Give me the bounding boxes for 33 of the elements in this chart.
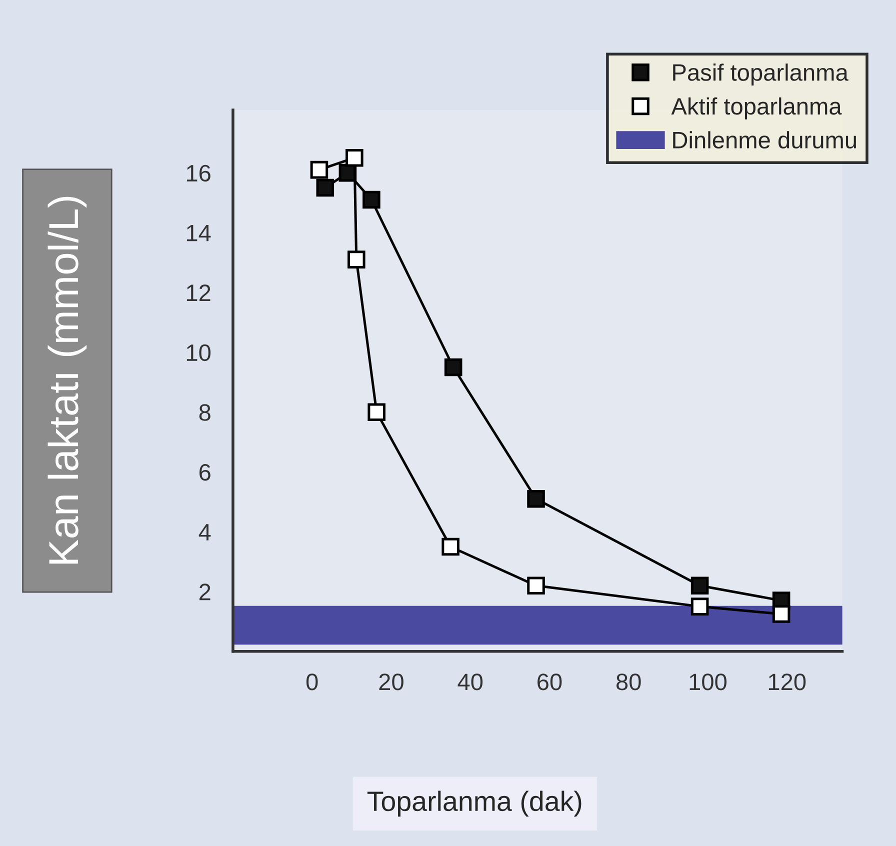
point xyxy=(690,598,709,616)
y-axis-title: Kan laktatı (mmol/L) xyxy=(48,196,87,564)
x-axis-title: Toparlanma (dak) xyxy=(367,790,582,817)
y-tick-label: 2 xyxy=(199,584,210,600)
point xyxy=(362,190,380,209)
legend-label: Dinlenme durumu xyxy=(673,131,856,149)
legend-label: Aktif toparlanma xyxy=(671,97,842,120)
point xyxy=(772,605,790,623)
point xyxy=(348,250,366,268)
y-tick-label: 10 xyxy=(186,344,211,362)
legend-label: Pasif toparlanma xyxy=(673,64,848,86)
point xyxy=(310,160,328,179)
point xyxy=(316,178,334,197)
point xyxy=(346,148,364,167)
x-tick-label: 40 xyxy=(458,674,483,690)
y-tick-label: 4 xyxy=(198,524,211,540)
point xyxy=(368,403,386,421)
x-tick-label: 20 xyxy=(379,674,404,690)
y-tick-label: 6 xyxy=(200,464,210,481)
point xyxy=(527,490,545,508)
point xyxy=(442,538,460,556)
x-tick-label: 120 xyxy=(768,674,806,690)
y-tick-label: 16 xyxy=(186,164,210,182)
y-tick-label: 14 xyxy=(186,224,211,242)
y-tick-label: 12 xyxy=(186,284,210,302)
y-tick-label: 8 xyxy=(199,404,210,421)
x-tick-label: 0 xyxy=(306,674,318,690)
x-tick-label: 80 xyxy=(616,674,641,690)
x-tick-label: 60 xyxy=(538,674,562,690)
x-tick-label: 100 xyxy=(690,674,726,690)
point xyxy=(690,576,709,594)
point xyxy=(444,358,462,376)
point xyxy=(527,576,545,594)
